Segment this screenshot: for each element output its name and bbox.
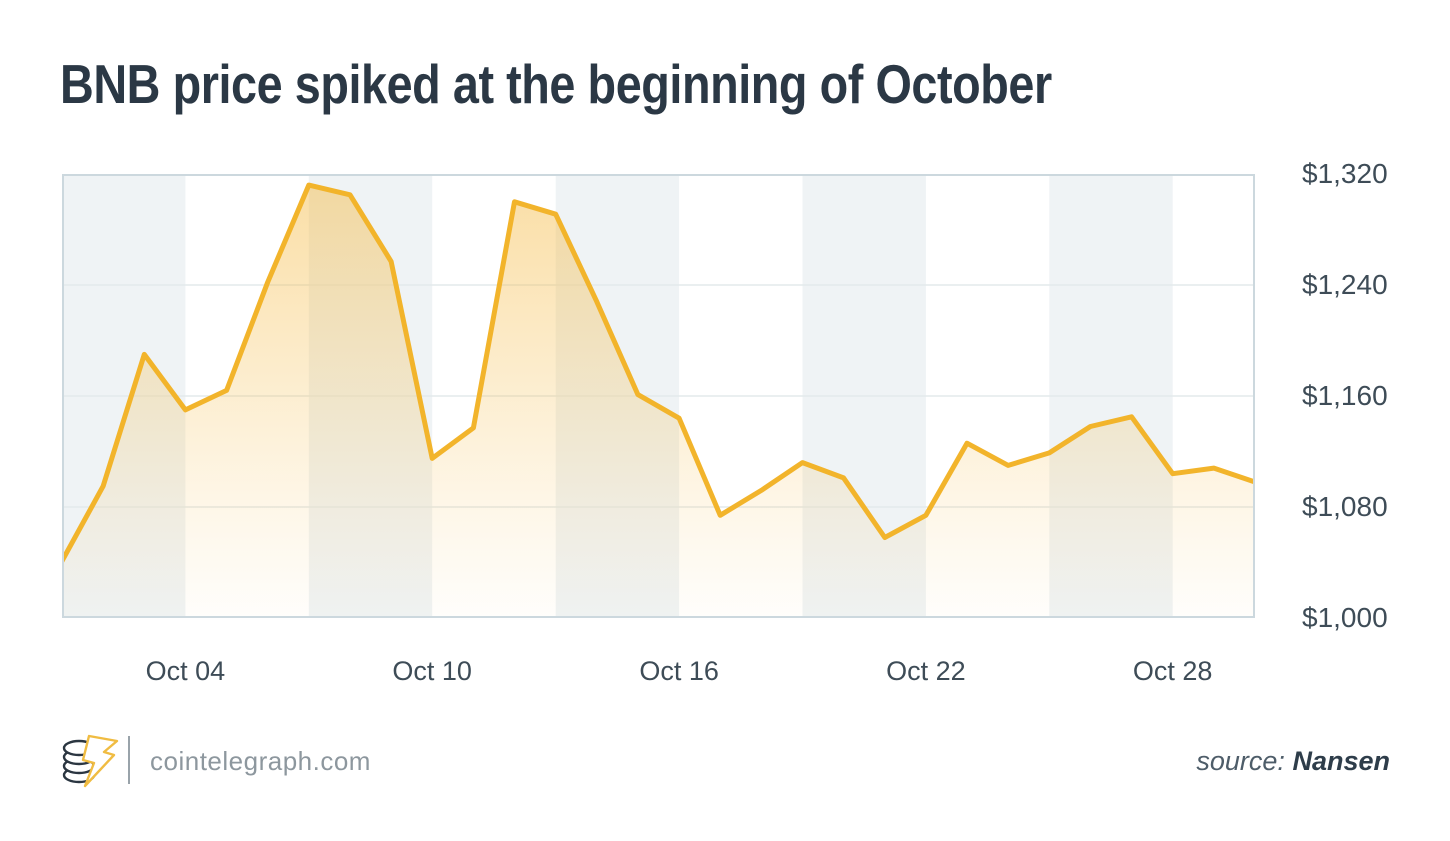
- y-tick-label: $1,240: [1302, 269, 1388, 300]
- x-tick-label: Oct 04: [145, 656, 226, 686]
- brand-domain: cointelegraph.com: [150, 746, 371, 776]
- price-area-fill: [62, 185, 1255, 618]
- source-label: source:: [1196, 746, 1285, 776]
- source-attribution: source: Nansen: [1196, 746, 1390, 777]
- y-tick-label: $1,320: [1302, 158, 1388, 189]
- x-tick-label: Oct 16: [639, 656, 719, 686]
- price-line: [62, 182, 1255, 564]
- x-tick-label: Oct 22: [886, 656, 966, 686]
- y-tick-label: $1,080: [1302, 491, 1388, 522]
- x-axis: Oct 04 Oct 10 Oct 16 Oct 22 Oct 28: [62, 656, 1255, 690]
- y-tick-label: $1,160: [1302, 380, 1388, 411]
- x-tick-label: Oct 28: [1132, 656, 1213, 686]
- footer-divider: [128, 736, 130, 784]
- y-tick-label: $1,000: [1302, 602, 1388, 633]
- plot-border: [62, 174, 1255, 618]
- x-tick-label: Oct 10: [392, 656, 472, 686]
- plot-area: [62, 174, 1255, 618]
- price-chart-svg: [62, 174, 1255, 618]
- footer: cointelegraph.com source: Nansen: [0, 726, 1450, 806]
- chart-title: BNB price spiked at the beginning of Oct…: [60, 53, 1052, 115]
- source-value: Nansen: [1292, 746, 1390, 776]
- y-axis: $1,320 $1,240 $1,160 $1,080 $1,000: [1302, 158, 1442, 633]
- lightning-bolt-icon: [81, 734, 119, 788]
- cointelegraph-logo-icon: [62, 734, 119, 788]
